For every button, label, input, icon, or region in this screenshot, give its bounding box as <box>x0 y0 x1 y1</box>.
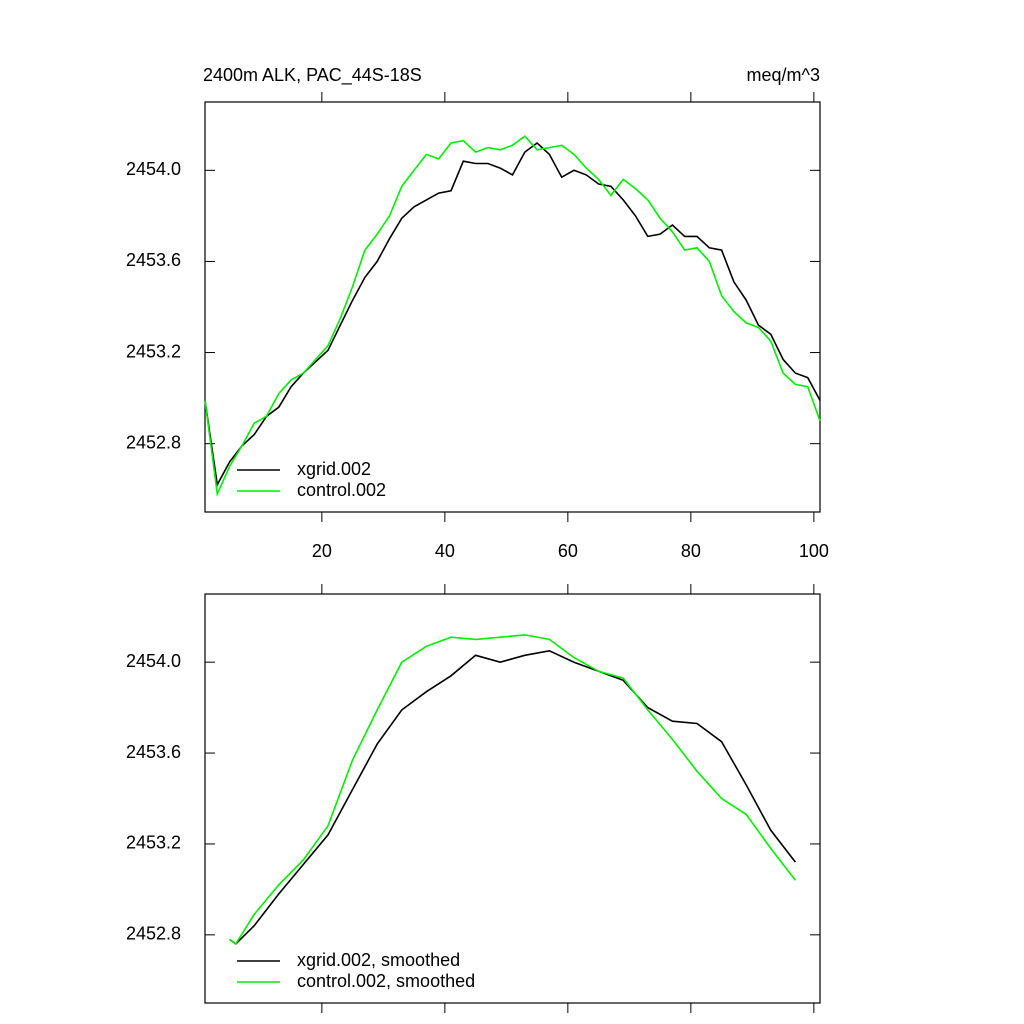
x-tick-label: 100 <box>799 541 829 561</box>
y-tick-label: 2454.0 <box>126 651 181 671</box>
data-line <box>229 649 797 945</box>
x-tick-label: 80 <box>681 541 701 561</box>
plot-frame <box>204 101 821 513</box>
x-tick-label: 20 <box>312 541 332 561</box>
plot-frame <box>204 593 821 1004</box>
y-tick-label: 2453.6 <box>126 742 181 762</box>
x-tick-label: 60 <box>558 541 578 561</box>
chart-title: 2400m ALK, PAC_44S-18S <box>203 65 422 86</box>
legend-label: control.002 <box>297 480 386 500</box>
data-line <box>204 135 821 497</box>
y-tick-label: 2453.6 <box>126 250 181 270</box>
y-tick-label: 2453.2 <box>126 341 181 361</box>
legend-label: xgrid.002, smoothed <box>297 950 460 970</box>
data-line <box>229 634 797 946</box>
y-tick-label: 2452.8 <box>126 432 181 452</box>
y-tick-label: 2452.8 <box>126 924 181 944</box>
y-tick-label: 2453.2 <box>126 833 181 853</box>
legend-label: xgrid.002 <box>297 459 371 479</box>
legend-label: control.002, smoothed <box>297 971 475 991</box>
y-tick-label: 2454.0 <box>126 159 181 179</box>
data-line <box>204 141 821 488</box>
x-tick-label: 40 <box>435 541 455 561</box>
units-label: meq/m^3 <box>747 65 820 85</box>
